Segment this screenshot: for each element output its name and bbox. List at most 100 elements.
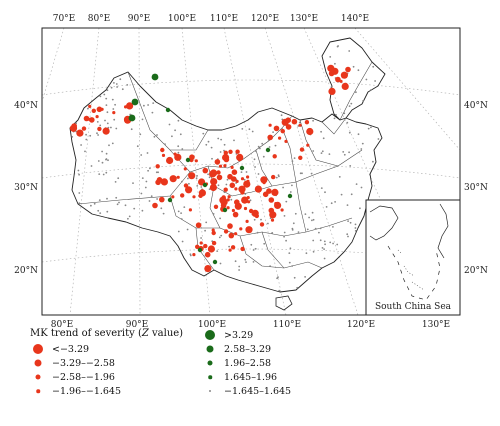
station-insignificant [177, 145, 180, 148]
station-increasing [265, 147, 271, 153]
station-insignificant [285, 200, 288, 203]
station-insignificant [105, 97, 108, 100]
station-decreasing [228, 149, 233, 154]
station-insignificant [102, 173, 105, 176]
station-insignificant [301, 172, 303, 175]
station-insignificant [140, 154, 143, 156]
station-insignificant [146, 152, 149, 154]
station-insignificant [116, 203, 119, 206]
station-decreasing [271, 174, 276, 180]
station-decreasing [71, 123, 77, 129]
station-insignificant [372, 65, 375, 68]
inset-coastline [369, 205, 399, 241]
station-insignificant [84, 150, 86, 153]
station-insignificant [370, 89, 372, 91]
station-insignificant [304, 213, 307, 216]
station-decreasing [231, 208, 235, 213]
inset-coastline-east [437, 203, 449, 259]
station-insignificant [220, 234, 223, 237]
station-insignificant [304, 276, 306, 278]
station-decreasing [176, 175, 180, 179]
station-insignificant [362, 100, 364, 102]
station-insignificant [164, 143, 166, 146]
station-insignificant [202, 132, 205, 135]
station-insignificant [257, 145, 260, 148]
station-increasing [165, 107, 171, 113]
station-insignificant [330, 202, 333, 205]
station-insignificant [244, 193, 247, 195]
legend-item-insignificant: −1.645–1.645 [202, 384, 291, 398]
legend-item-decreasing-3: −2.58–−1.96 [30, 370, 115, 384]
legend-label: 1.645–1.96 [224, 371, 278, 383]
station-insignificant [211, 157, 213, 160]
station-insignificant [87, 107, 89, 110]
station-decreasing [298, 155, 303, 160]
station-decreasing [278, 136, 282, 140]
station-insignificant [292, 222, 295, 225]
station-decreasing [192, 253, 196, 257]
station-insignificant [71, 136, 74, 138]
station-insignificant [305, 252, 308, 255]
station-insignificant [306, 228, 309, 231]
station-insignificant [323, 257, 326, 260]
station-insignificant [217, 137, 220, 140]
station-decreasing [169, 175, 177, 183]
station-insignificant [106, 197, 108, 200]
station-decreasing [222, 153, 230, 162]
station-insignificant [230, 198, 233, 201]
station-insignificant [260, 218, 262, 221]
station-insignificant [294, 212, 297, 215]
station-insignificant [177, 230, 180, 233]
station-insignificant [336, 243, 339, 246]
station-insignificant [283, 215, 286, 217]
graticule-lon-70 [41, 27, 65, 103]
station-decreasing [238, 185, 246, 193]
station-decreasing [235, 179, 239, 183]
station-decreasing [223, 229, 229, 234]
station-decreasing [171, 195, 175, 199]
station-insignificant [144, 186, 147, 189]
station-insignificant [180, 212, 183, 215]
station-insignificant [311, 219, 313, 222]
station-insignificant [314, 227, 317, 230]
station-insignificant [348, 151, 350, 154]
lon-label-top-110: 110°E [210, 14, 238, 24]
station-decreasing [198, 193, 203, 198]
station-insignificant [114, 181, 117, 183]
station-insignificant [354, 230, 357, 232]
station-insignificant [275, 176, 278, 179]
legend-title-prefix: MK trend of severity ( [30, 328, 142, 339]
station-insignificant [99, 124, 102, 127]
station-insignificant [312, 250, 315, 253]
station-insignificant [357, 133, 360, 136]
graticule-lat-20 [41, 248, 461, 263]
station-increasing [202, 182, 208, 188]
station-insignificant [160, 207, 163, 210]
graticule-lon-130 [303, 27, 433, 316]
legend-symbol-red-small [35, 374, 41, 380]
station-insignificant [348, 50, 351, 52]
station-decreasing [273, 125, 280, 132]
station-decreasing [159, 196, 165, 203]
station-insignificant [322, 137, 325, 140]
station-insignificant [113, 82, 115, 84]
station-insignificant [195, 177, 198, 180]
station-insignificant [261, 142, 264, 145]
station-decreasing [271, 188, 279, 196]
station-insignificant [262, 155, 265, 158]
legend-label: >3.29 [224, 329, 254, 341]
station-decreasing [211, 228, 215, 232]
station-insignificant [357, 69, 360, 72]
station-insignificant [256, 231, 259, 234]
station-insignificant [93, 202, 96, 205]
station-insignificant [271, 232, 274, 234]
station-decreasing [234, 187, 238, 191]
station-decreasing [268, 123, 272, 127]
lon-label-bottom-90: 90°E [126, 320, 149, 330]
station-decreasing [266, 188, 272, 194]
station-insignificant [354, 227, 357, 229]
station-insignificant [157, 171, 160, 174]
station-insignificant [359, 207, 361, 210]
station-insignificant [312, 150, 315, 152]
station-decreasing [341, 75, 345, 79]
